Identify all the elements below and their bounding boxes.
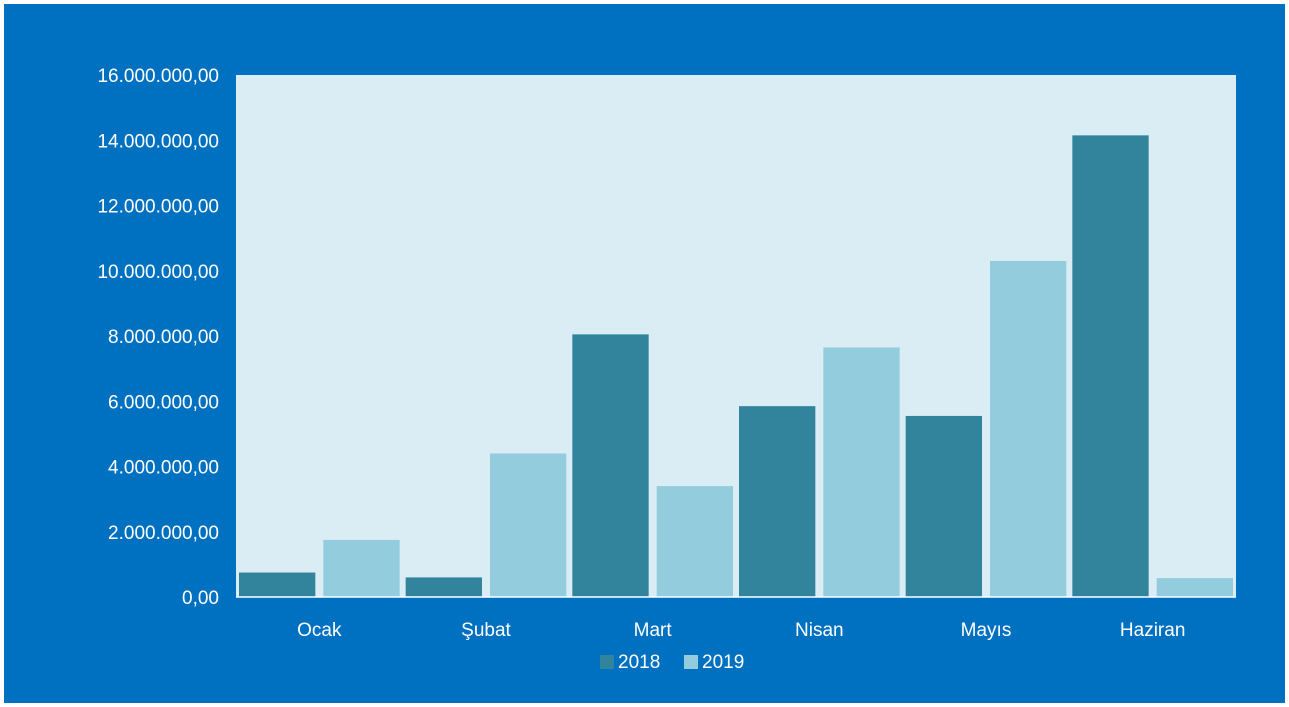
bar-chart: 0,00 2.000.000,00 4.000.000,00 6.000.000,00… (97, 66, 1236, 673)
x-tick-label: Ocak (297, 620, 342, 641)
y-tick-label: 16.000.000,00 (97, 66, 219, 87)
y-tick-label: 14.000.000,00 (97, 131, 219, 152)
chart-frame: 0,00 2.000.000,00 4.000.000,00 6.000.000,00… (4, 4, 1285, 703)
y-tick-label: 8.000.000,00 (108, 327, 219, 348)
legend-label: 2018 (618, 652, 660, 673)
y-axis-tick-labels: 0,00 2.000.000,00 4.000.000,00 6.000.000,00… (97, 66, 219, 609)
y-tick-label: 12.000.000,00 (97, 197, 219, 218)
bar-2019-5 (1156, 578, 1233, 597)
y-tick-label: 10.000.000,00 (97, 262, 219, 283)
x-tick-label: Mart (634, 620, 673, 641)
x-tick-label: Nisan (795, 620, 844, 641)
bar-2018-4 (905, 415, 982, 597)
x-tick-label: Mayıs (961, 620, 1012, 641)
bar-2019-3 (823, 347, 900, 597)
y-tick-label: 0,00 (182, 588, 219, 609)
bar-2018-2 (572, 334, 649, 597)
plot-area (236, 75, 1236, 597)
bars (239, 135, 1233, 597)
legend: 2018 2019 (600, 652, 744, 673)
bar-2019-4 (990, 260, 1067, 597)
bar-2019-0 (323, 539, 400, 597)
bar-2019-1 (490, 453, 567, 597)
bar-2018-0 (239, 572, 316, 597)
x-axis-tick-labels: Ocak Şubat Mart Nisan Mayıs Haziran (297, 620, 1185, 641)
x-tick-label: Haziran (1120, 620, 1185, 641)
bar-2018-5 (1072, 135, 1149, 597)
bar-2018-3 (739, 406, 816, 597)
x-tick-label: Şubat (461, 620, 511, 641)
legend-swatch-2019 (684, 655, 698, 669)
legend-swatch-2018 (600, 655, 614, 669)
bar-2019-2 (656, 486, 733, 597)
bar-2018-1 (405, 577, 482, 597)
y-tick-label: 2.000.000,00 (108, 523, 219, 544)
y-tick-label: 4.000.000,00 (108, 458, 219, 479)
legend-label: 2019 (702, 652, 744, 673)
y-tick-label: 6.000.000,00 (108, 392, 219, 413)
